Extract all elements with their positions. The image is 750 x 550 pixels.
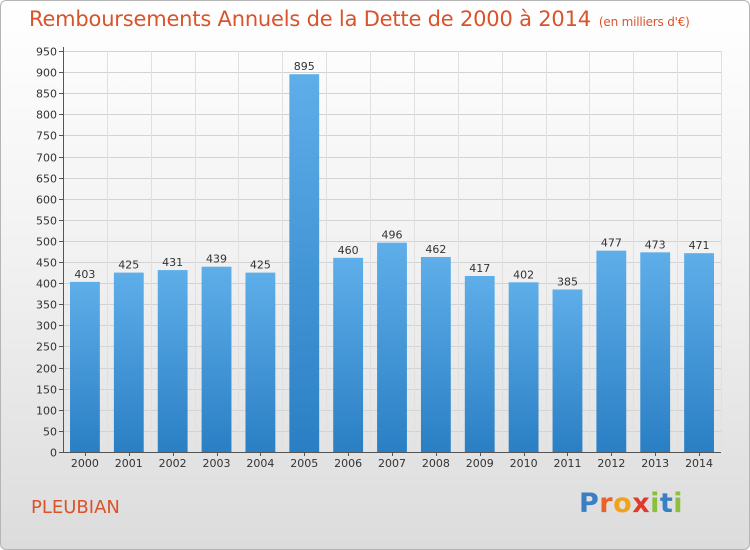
y-tick-label: 300 [36, 320, 57, 333]
x-tick-label: 2013 [641, 457, 669, 470]
bar [420, 256, 451, 452]
bar [464, 275, 495, 452]
bar [333, 257, 364, 452]
y-tick-label: 750 [36, 130, 57, 143]
x-tick-label: 2000 [71, 457, 99, 470]
x-tick-label: 2005 [290, 457, 318, 470]
data-labels: 403 425 431 439 425 895 460 496 462 417 402 385 477 4… [74, 60, 709, 288]
bar [245, 272, 276, 452]
y-tick-label: 400 [36, 278, 57, 291]
logo-letter: x [632, 488, 651, 519]
bar-value-label: 895 [294, 60, 315, 73]
y-tick-label: 450 [36, 257, 57, 270]
y-tick-label: 100 [36, 405, 57, 418]
bar [596, 250, 627, 452]
y-tick-label: 250 [36, 341, 57, 354]
y-tick-label: 50 [43, 426, 57, 439]
proxiti-logo: Proxiti [579, 488, 683, 519]
logo-letter: r [599, 488, 614, 519]
bar [377, 242, 407, 452]
x-tick-label: 2009 [466, 457, 494, 470]
y-tick-label: 700 [36, 152, 57, 165]
bar-value-label: 385 [557, 275, 578, 288]
bar-value-label: 439 [206, 253, 227, 266]
bar-value-label: 417 [469, 262, 490, 275]
x-tick-label: 2007 [378, 457, 406, 470]
bar [157, 270, 188, 452]
bars [70, 74, 714, 452]
bar [508, 282, 539, 452]
y-tick-label: 950 [36, 46, 57, 59]
bar [552, 289, 583, 452]
chart-unit-note: (en milliers d'€) [598, 15, 690, 29]
bar-value-label: 425 [250, 259, 271, 272]
y-tick-label: 600 [36, 194, 57, 207]
y-tick-label: 850 [36, 88, 57, 101]
bar-value-label: 460 [338, 244, 359, 257]
bar-value-label: 473 [645, 238, 666, 251]
bar [201, 266, 232, 452]
logo-letter: o [613, 488, 633, 519]
y-tick-label: 0 [50, 447, 57, 460]
y-tick-label: 500 [36, 236, 57, 249]
x-tick-label: 2006 [334, 457, 362, 470]
x-tick-label: 2003 [203, 457, 231, 470]
logo-letter: P [579, 488, 600, 519]
logo-letter: i [673, 488, 684, 519]
y-tick-label: 800 [36, 109, 57, 122]
y-tick-label: 350 [36, 299, 57, 312]
chart-title-text: Remboursements Annuels de la Dette de 20… [29, 7, 591, 31]
axes: 0 50 100 150 200 250 300 350 400 450 500 550 600 650 7… [36, 46, 721, 470]
bar-value-label: 425 [118, 259, 139, 272]
bar [113, 272, 144, 452]
x-tick-label: 2014 [685, 457, 713, 470]
y-tick-label: 150 [36, 384, 57, 397]
y-tick-label: 650 [36, 173, 57, 186]
bar-value-label: 402 [513, 268, 534, 281]
logo-letter: t [659, 488, 674, 519]
x-tick-label: 2011 [553, 457, 581, 470]
bar-value-label: 431 [162, 256, 183, 269]
bar [289, 74, 320, 452]
x-tick-label: 2004 [246, 457, 274, 470]
x-tick-label: 2008 [422, 457, 450, 470]
bar [684, 253, 714, 452]
bar [70, 281, 100, 452]
city-name: PLEUBIAN [31, 497, 120, 518]
chart-title: Remboursements Annuels de la Dette de 20… [29, 7, 690, 31]
y-tick-label: 550 [36, 215, 57, 228]
y-tick-label: 900 [36, 67, 57, 80]
x-tick-label: 2001 [115, 457, 143, 470]
bar-value-label: 477 [601, 237, 622, 250]
bar [640, 252, 671, 452]
x-tick-label: 2002 [159, 457, 187, 470]
bar-value-label: 496 [382, 229, 403, 242]
bar-value-label: 403 [74, 268, 95, 281]
y-tick-label: 200 [36, 363, 57, 376]
bar-value-label: 462 [425, 243, 446, 256]
logo-letter: i [650, 488, 660, 519]
x-tick-label: 2012 [597, 457, 625, 470]
bar-value-label: 471 [689, 239, 710, 252]
x-tick-label: 2010 [510, 457, 538, 470]
